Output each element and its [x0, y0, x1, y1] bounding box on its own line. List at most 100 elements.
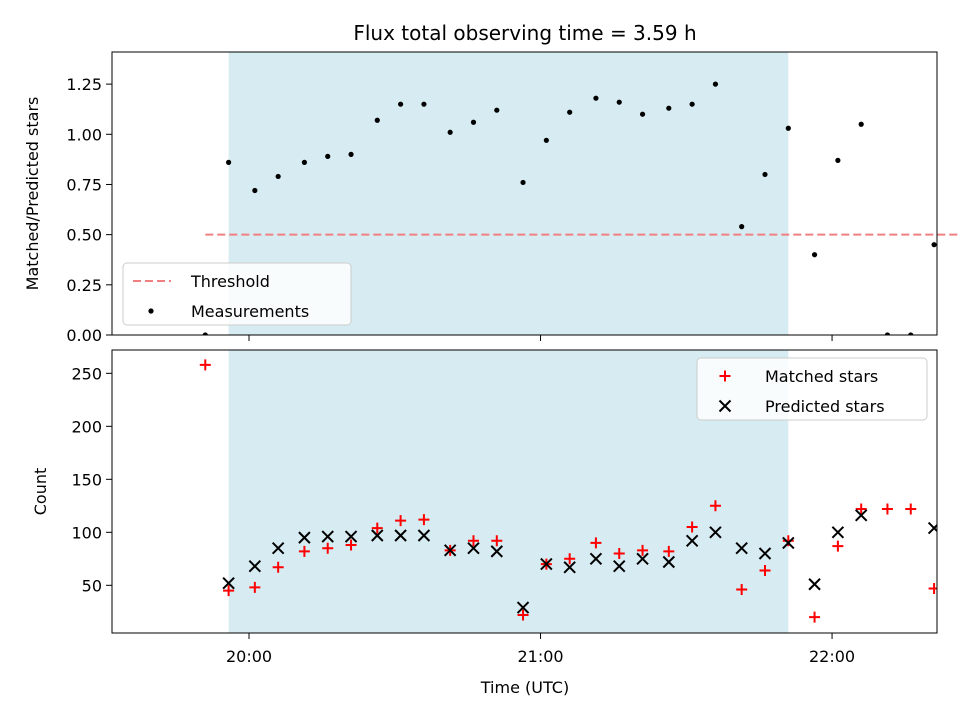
measurements-point [811, 252, 818, 258]
matched-stars-point [249, 581, 261, 593]
count-y-tick-label: 250 [71, 364, 102, 383]
measurements-point [494, 107, 500, 113]
matched-stars-point [955, 583, 960, 594]
legend-label: Threshold [190, 272, 270, 291]
matched-stars-point [736, 584, 748, 596]
measurements-point [252, 187, 258, 194]
predicted-stars-point [662, 555, 676, 569]
matched-stars-point [613, 548, 625, 560]
measurements-point [616, 99, 622, 105]
matched-stars-point [491, 535, 503, 547]
matched-stars-point [371, 522, 383, 534]
matched-stars-point [223, 585, 235, 597]
measurements-point [470, 119, 477, 125]
predicted-stars-point [685, 534, 699, 547]
ratio-y-tick-label: 1.00 [66, 125, 102, 144]
predicted-stars-point [758, 547, 772, 560]
matched-stars-point [199, 359, 211, 371]
measurements-point [762, 171, 768, 178]
matched-stars-point [322, 542, 334, 554]
measurements-point [447, 129, 453, 135]
matched-stars-point [928, 582, 937, 594]
predicted-stars-point [467, 541, 480, 555]
measurements-point [739, 224, 745, 230]
measurements-point [567, 109, 573, 115]
predicted-stars-point [516, 601, 530, 614]
matched-stars-point [663, 545, 675, 557]
predicted-stars-point [709, 526, 722, 539]
predicted-stars-point [248, 560, 262, 573]
predicted-stars-point [222, 576, 235, 590]
predicted-stars-point [589, 552, 603, 566]
chart-title: Flux total observing time = 3.59 h [353, 21, 696, 45]
predicted-stars-point [636, 552, 649, 566]
measurements-point [202, 332, 208, 335]
matched-stars-point [345, 539, 357, 551]
measurements-point [374, 117, 380, 123]
predicted-stars-point [808, 578, 821, 591]
matched-stars-point [272, 561, 284, 573]
predicted-stars-point [443, 544, 457, 557]
ratio-axes-frame [111, 51, 938, 336]
measurements-point [884, 332, 891, 335]
matched-stars-point [881, 503, 893, 515]
measurements-point [712, 81, 719, 87]
predicted-stars-point [417, 529, 431, 542]
measurements-point [835, 157, 841, 163]
legend-predicted-stars-swatch [718, 399, 732, 413]
count-shaded-span-0 [228, 350, 789, 633]
x-tick-label: 20:00 [226, 647, 272, 666]
ratio-legend-box [122, 262, 352, 326]
x-tick-label: 21:00 [517, 647, 563, 666]
predicted-stars-point [490, 545, 504, 558]
measurements-point [931, 242, 937, 248]
predicted-stars-point [831, 526, 845, 539]
count-y-axis-label: Count [31, 468, 50, 516]
matched-stars-point [709, 500, 721, 512]
measurements-point [666, 105, 672, 111]
measurements-point [520, 179, 526, 186]
predicted-stars-point [540, 557, 553, 571]
legend-label: Predicted stars [765, 397, 885, 416]
count-legend-box [696, 357, 928, 421]
ratio-panel: 0.00 0.25 0.50 0.75 1.00 1.25 Matched/Predicte… [23, 51, 960, 345]
count-axes-frame [111, 349, 938, 634]
matched-stars-point [298, 545, 310, 557]
matched-stars-point [637, 544, 649, 556]
matched-stars-point [418, 514, 430, 526]
count-panel: 5010015020025020:0021:0022:0023:0000:000… [31, 349, 960, 666]
measurements-point [421, 101, 427, 107]
matched-stars-point [905, 503, 917, 515]
matched-stars-point [759, 564, 771, 576]
measurements-point [226, 159, 232, 165]
measurements-point [593, 95, 599, 101]
predicted-stars-point [854, 509, 868, 522]
x-axis-label: Time (UTC) [480, 678, 569, 697]
count-y-tick-label: 200 [71, 417, 102, 436]
measurements-point [325, 153, 331, 159]
ratio-y-tick-label: 0.25 [66, 276, 102, 295]
predicted-stars-point [563, 561, 576, 574]
matched-stars-point [832, 540, 844, 552]
predicted-stars-point [394, 529, 407, 542]
ratio-y-tick-label: 0.75 [66, 175, 102, 194]
legend-measurements-swatch [148, 308, 154, 314]
measurements-point [301, 159, 308, 165]
measurements-point [785, 125, 791, 131]
matched-stars-point [395, 515, 407, 527]
matched-stars-point [686, 521, 698, 533]
matched-stars-point [809, 611, 821, 623]
x-tick-label: 22:00 [809, 647, 855, 666]
measurements-point [398, 101, 404, 107]
measurements-point [908, 332, 914, 335]
legend-label: Measurements [191, 302, 309, 321]
count-legend: Matched stars Predicted stars [696, 357, 928, 421]
ratio-legend: Threshold Measurements [122, 262, 352, 326]
measurements-point [543, 137, 549, 143]
matched-stars-point [517, 609, 529, 621]
matched-stars-point [855, 503, 867, 515]
measurements-point [639, 111, 646, 117]
measurements-point [275, 173, 281, 180]
legend-matched-stars-swatch [719, 370, 731, 382]
ratio-y-tick-label: 1.25 [66, 75, 102, 94]
